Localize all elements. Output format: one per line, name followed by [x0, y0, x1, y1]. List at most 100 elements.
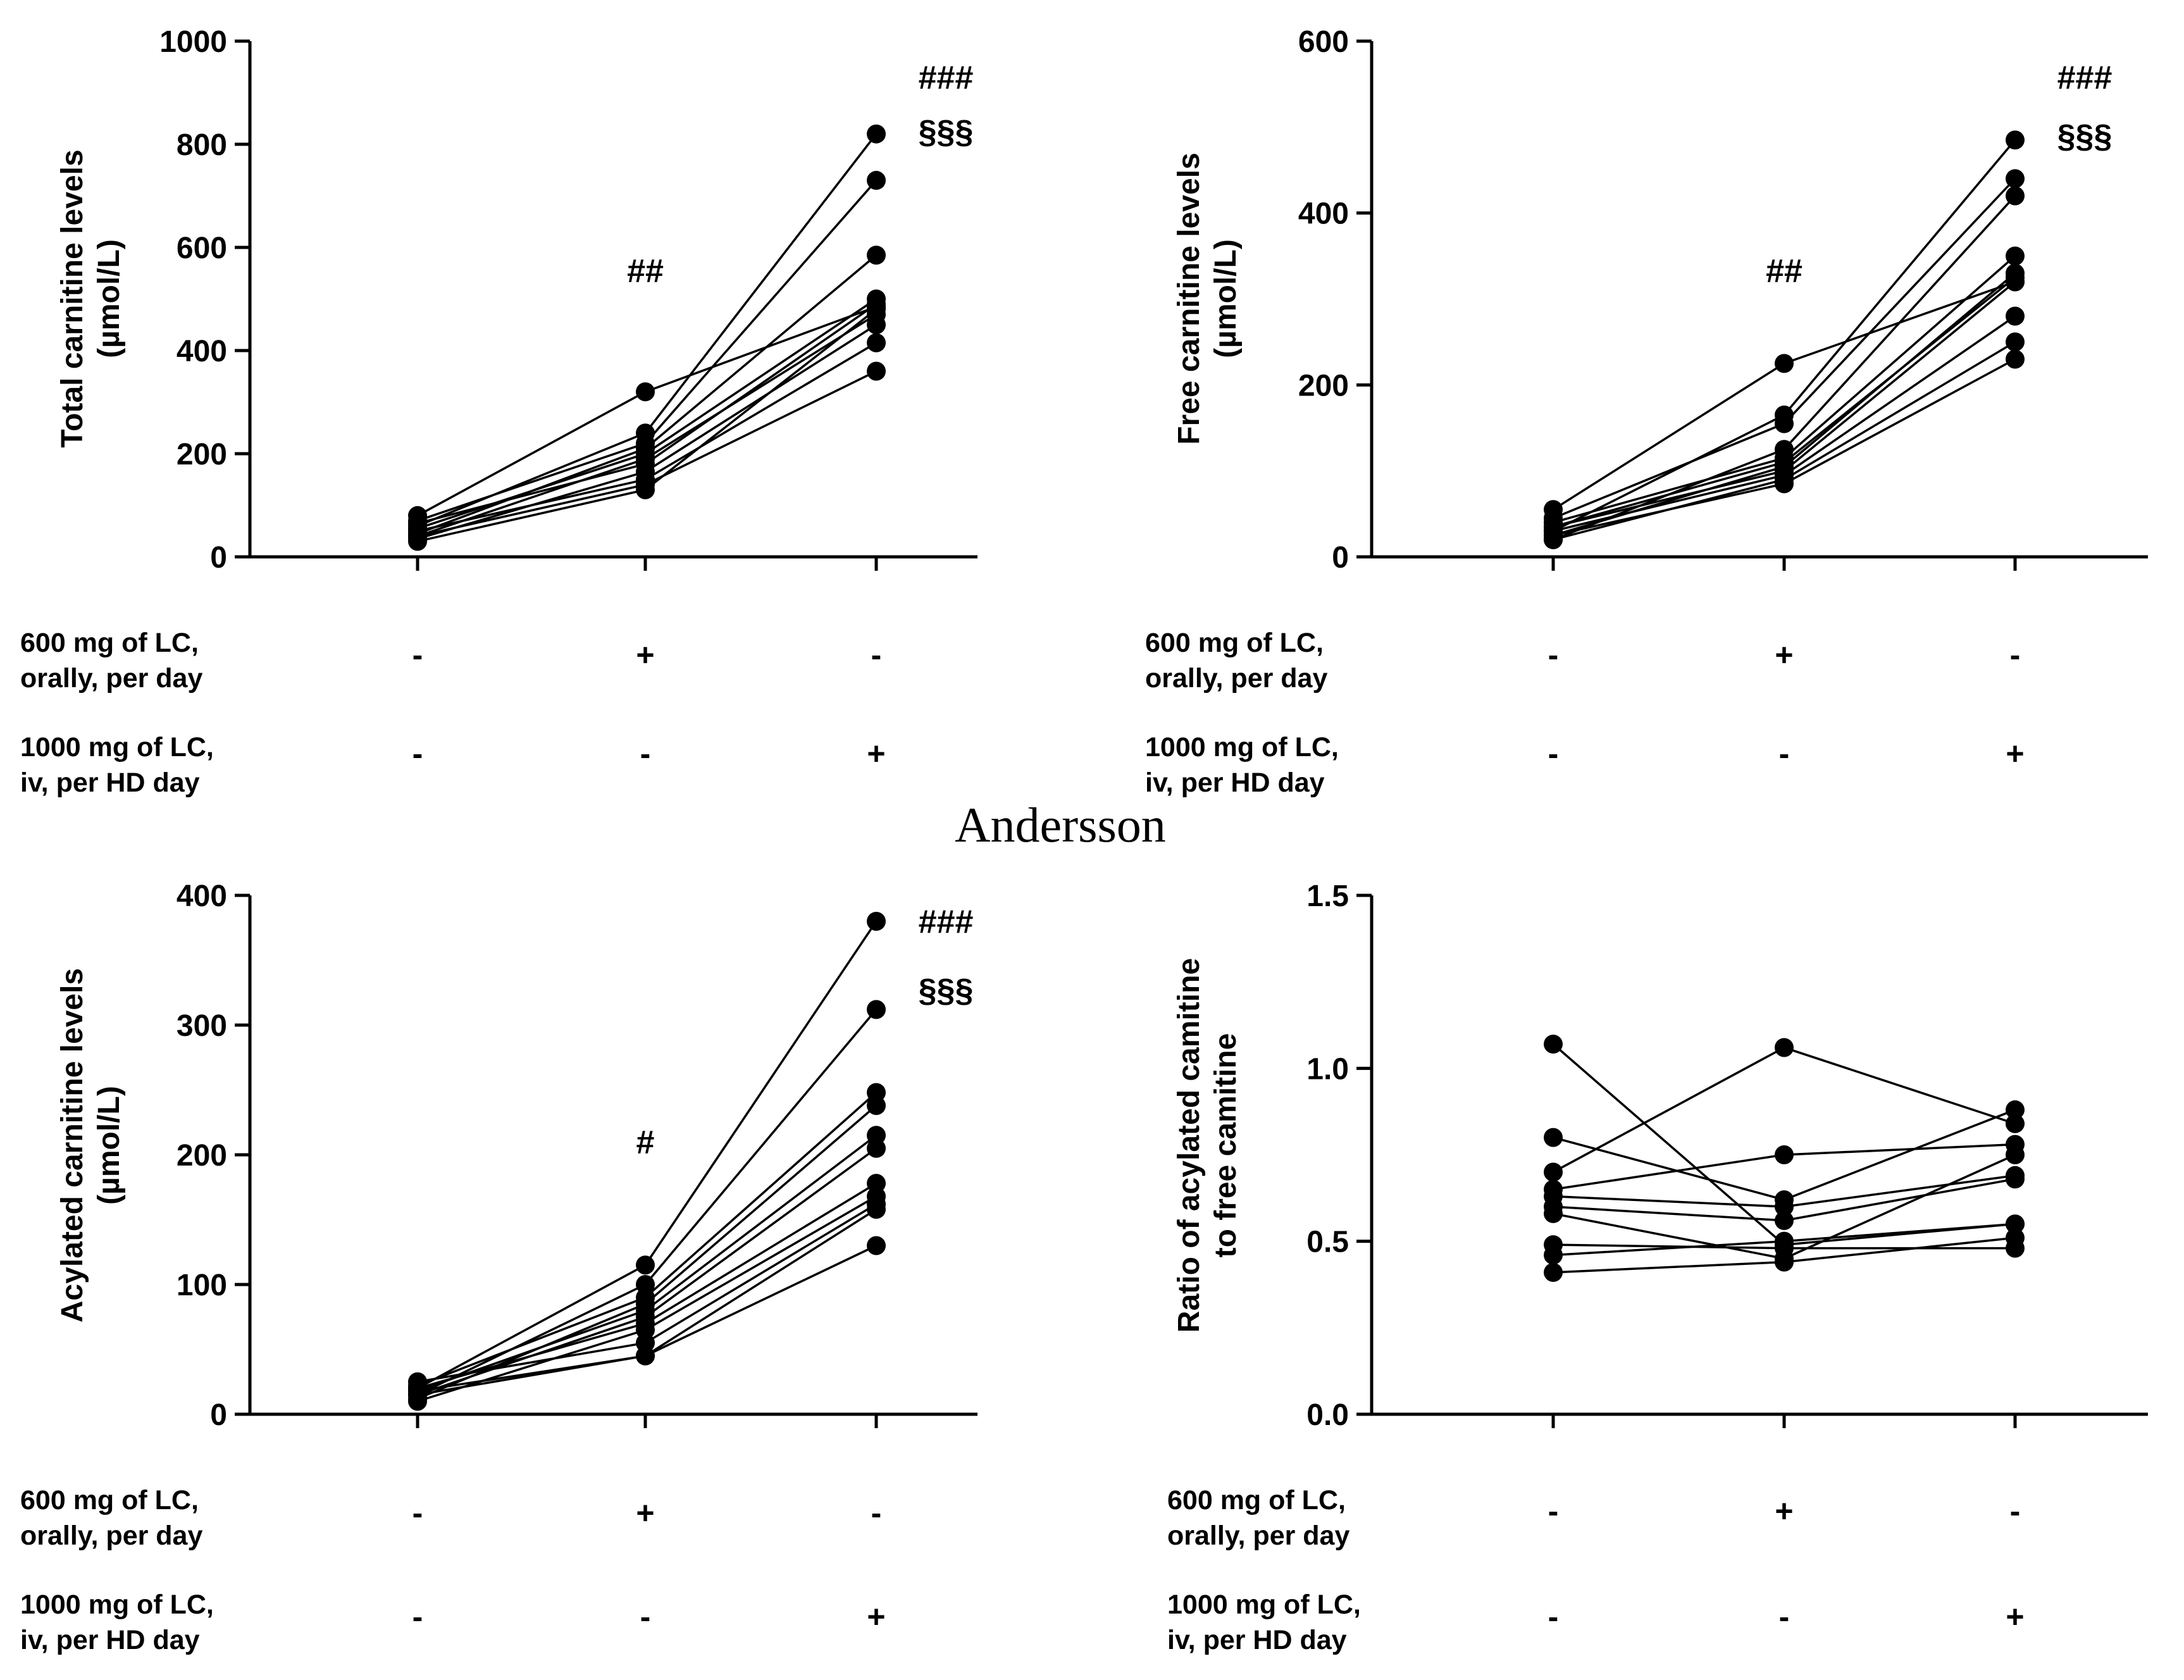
data-point	[2006, 1145, 2025, 1164]
y-tick-label: 1.5	[1306, 880, 1349, 913]
y-axis-label-line: (µmol/L)	[92, 1086, 126, 1205]
treatment-label: 1000 mg of LC, iv, per HD day	[20, 732, 214, 798]
y-axis-label-line: Ratio of acylated camitine	[1172, 958, 1206, 1333]
data-point	[1775, 1231, 1794, 1251]
treatment-symbol: -	[871, 637, 882, 673]
treatment-label-line: 600 mg of LC,	[20, 628, 199, 658]
treatment-label-line: orally, per day	[1145, 663, 1327, 694]
data-point	[2006, 1169, 2025, 1189]
y-tick-label: 400	[1298, 197, 1349, 231]
y-tick-label: 400	[177, 880, 227, 913]
data-point	[636, 1346, 655, 1366]
data-point	[867, 333, 886, 352]
data-point	[867, 315, 886, 335]
data-point	[2006, 1114, 2025, 1133]
treatment-label-line: 600 mg of LC,	[1167, 1485, 1346, 1515]
treatment-label-line: 600 mg of LC,	[1145, 628, 1324, 658]
treatment-symbol: +	[1775, 1493, 1793, 1529]
panel-1: 0 200 400 600 800 1000 Total carnitine levels(…	[20, 25, 977, 798]
y-tick-label: 300	[177, 1009, 227, 1043]
treatment-label-line: 600 mg of LC,	[20, 1485, 199, 1515]
data-point	[867, 1236, 886, 1255]
treatment-label: 600 mg of LC, orally, per day	[1167, 1485, 1349, 1551]
data-point	[2006, 268, 2025, 287]
treatment-label-line: orally, per day	[1167, 1521, 1349, 1551]
y-axis-label-line: Free carnitine levels	[1172, 152, 1206, 445]
y-axis-label-line: Total carnitine levels	[56, 149, 89, 447]
data-point	[408, 532, 427, 551]
data-point	[2006, 169, 2025, 189]
significance-marker: ###	[919, 59, 974, 96]
treatment-symbol: +	[1775, 637, 1793, 673]
treatment-label: 1000 mg of LC, iv, per HD day	[1167, 1590, 1361, 1655]
treatment-symbol: -	[413, 736, 423, 771]
treatment-symbol: -	[1548, 736, 1559, 771]
significance-marker: ##	[627, 253, 664, 290]
significance-marker: ###	[2057, 59, 2113, 96]
y-tick-label: 0	[1332, 541, 1349, 575]
treatment-symbol: +	[867, 736, 885, 771]
y-axis-label-line: Acylated carnitine levels	[56, 968, 89, 1322]
treatment-symbol: -	[640, 1599, 651, 1634]
y-axis-label: Acylated carnitine levels (µmol/L)	[56, 968, 126, 1322]
data-point	[2006, 332, 2025, 352]
treatment-label-line: 1000 mg of LC,	[20, 1590, 214, 1620]
y-tick-label: 0.0	[1306, 1398, 1349, 1432]
y-tick-label: 400	[177, 335, 227, 368]
data-point	[1775, 1038, 1794, 1057]
treatment-label: 1000 mg of LC, iv, per HD day	[20, 1590, 214, 1655]
data-point	[867, 912, 886, 931]
y-axis-label-line: (µmol/L)	[92, 239, 126, 358]
treatment-label-line: iv, per HD day	[1145, 768, 1325, 798]
y-axis-label: Total carnitine levels (µmol/L)	[56, 149, 126, 447]
panel-2: 0 200 400 600 Free carnitine levels (µmol/L) #…	[1145, 25, 2148, 798]
treatment-symbol: -	[413, 1495, 423, 1531]
treatment-label-line: 1000 mg of LC,	[20, 732, 214, 762]
y-tick-label: 1.0	[1306, 1052, 1349, 1086]
data-point	[1775, 1252, 1794, 1272]
treatment-label: 600 mg of LC, orally, per day	[1145, 628, 1327, 694]
significance-marker: §§§	[919, 114, 974, 151]
treatment-symbol: -	[2010, 1493, 2021, 1529]
data-point	[867, 1174, 886, 1193]
treatment-symbol: +	[2006, 1599, 2024, 1634]
data-point	[2006, 130, 2025, 150]
data-point	[2006, 1100, 2025, 1119]
data-point	[636, 382, 655, 402]
treatment-label-line: 1000 mg of LC,	[1145, 732, 1339, 762]
data-point	[1544, 1262, 1563, 1282]
data-point	[1544, 1035, 1563, 1054]
data-point	[408, 1381, 427, 1401]
treatment-label: 1000 mg of LC, iv, per HD day	[1145, 732, 1339, 798]
y-axis-label: Ratio of acylated camitine to free camiti…	[1172, 958, 1243, 1333]
significance-marker: ###	[919, 904, 974, 940]
treatment-label-line: 1000 mg of LC,	[1167, 1590, 1361, 1620]
y-axis-label-line: to free camitine	[1209, 1033, 1243, 1258]
treatment-label-line: orally, per day	[20, 663, 202, 694]
watermark-text: Andersson	[955, 797, 1166, 852]
treatment-label: 600 mg of LC, orally, per day	[20, 628, 202, 694]
significance-marker: §§§	[2057, 118, 2113, 154]
treatment-label: 600 mg of LC, orally, per day	[20, 1485, 202, 1551]
data-point	[867, 1096, 886, 1116]
data-point	[867, 124, 886, 144]
data-point	[2006, 186, 2025, 206]
data-point	[1544, 1204, 1563, 1223]
y-tick-label: 200	[177, 438, 227, 471]
y-tick-label: 200	[1298, 369, 1349, 402]
y-tick-label: 200	[177, 1139, 227, 1173]
data-point	[867, 1000, 886, 1019]
data-point	[867, 1138, 886, 1158]
data-point	[1775, 1210, 1794, 1230]
data-point	[1544, 1245, 1563, 1265]
treatment-label-line: iv, per HD day	[1167, 1625, 1347, 1655]
treatment-symbol: +	[636, 637, 654, 673]
data-point	[867, 299, 886, 319]
treatment-symbol: -	[871, 1495, 882, 1531]
data-point	[2006, 1214, 2025, 1234]
y-tick-label: 0.5	[1306, 1226, 1349, 1259]
data-point	[636, 1320, 655, 1340]
y-axis-label: Free carnitine levels (µmol/L)	[1172, 152, 1243, 445]
data-point	[1775, 1197, 1794, 1216]
data-point	[867, 171, 886, 190]
